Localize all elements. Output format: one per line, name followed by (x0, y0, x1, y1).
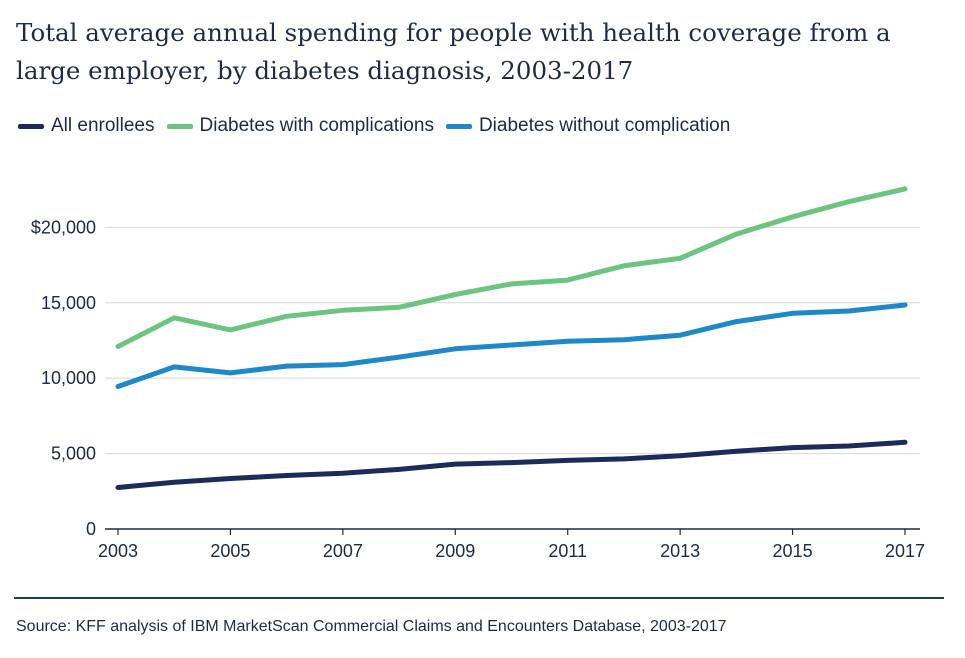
x-tick-label-2003: 2003 (98, 541, 138, 561)
legend-label-with-complications: Diabetes with complications (199, 115, 434, 136)
legend-label-without-complication: Diabetes without complication (478, 115, 731, 136)
legend-swatch-with-complications (166, 123, 193, 129)
legend: All enrollees Diabetes with complication… (18, 112, 742, 140)
x-tick-label-2011: 2011 (548, 541, 587, 561)
chart-title: Total average annual spending for people… (16, 18, 891, 85)
x-tick-label-2013: 2013 (660, 541, 700, 561)
source-note: Source: KFF analysis of IBM MarketScan C… (16, 618, 727, 635)
y-tick-label-0: 0 (86, 519, 96, 539)
source-divider (14, 597, 944, 599)
x-tick-label-2015: 2015 (773, 541, 813, 561)
y-tick-label-5000: 5,000 (51, 444, 96, 464)
x-tick-label-2005: 2005 (210, 541, 250, 561)
y-tick-label-15000: 15,000 (41, 293, 96, 313)
x-tick-label-2009: 2009 (435, 541, 475, 561)
legend-swatch-all-enrollees (18, 123, 44, 129)
y-tick-label-10000: 10,000 (41, 368, 96, 388)
series-line-with-complications (115, 186, 908, 349)
y-tick-label-20000: $20,000 (31, 217, 96, 237)
legend-label-all-enrollees: All enrollees (51, 115, 155, 136)
legend-item-with-complications: Diabetes with complications (166, 115, 434, 137)
series-line-without-complication (115, 302, 908, 389)
series-line-all-enrollees (115, 439, 908, 490)
x-tick-label-2007: 2007 (323, 541, 363, 561)
legend-item-all-enrollees: All enrollees (18, 115, 155, 137)
x-tick-label-2017: 2017 (885, 541, 925, 561)
legend-item-without-complication: Diabetes without complication (445, 115, 731, 137)
legend-swatch-without-complication (445, 123, 472, 129)
